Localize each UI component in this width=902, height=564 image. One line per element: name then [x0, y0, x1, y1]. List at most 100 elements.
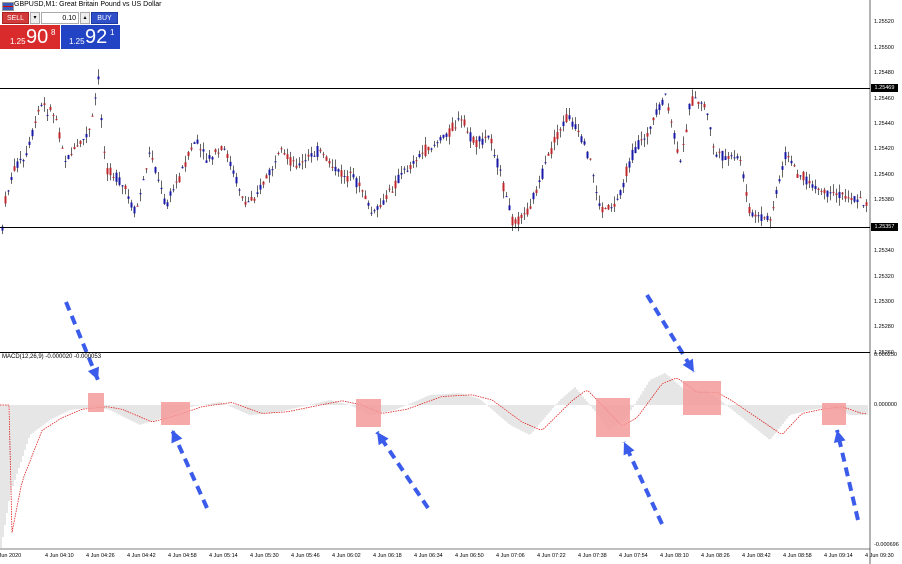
- candle-body: [328, 160, 331, 164]
- candle-body: [568, 115, 571, 120]
- candle-body: [13, 166, 16, 171]
- sell-price-display[interactable]: 1.25 90 8: [0, 25, 60, 49]
- candle-body: [394, 180, 397, 189]
- buy-price-display[interactable]: 1.25 92 1: [61, 25, 120, 49]
- candle-body: [400, 172, 403, 175]
- candle-body: [289, 157, 292, 166]
- candle-body: [187, 152, 190, 156]
- candle-body: [829, 192, 832, 194]
- candle-body: [337, 169, 340, 172]
- candle-body: [652, 117, 655, 121]
- macd-tick-label: -0.000696: [874, 542, 899, 548]
- candle-body: [268, 169, 271, 176]
- arrow-head-icon: [682, 358, 694, 372]
- candle-body: [832, 191, 835, 193]
- time-tick-label: 4 Jun 06:18: [373, 553, 402, 559]
- lot-decrease-icon[interactable]: ▾: [30, 12, 40, 24]
- lot-increase-icon[interactable]: ▴: [80, 12, 90, 24]
- candle-body: [256, 192, 259, 194]
- time-tick-label: 4 Jun 04:58: [168, 553, 197, 559]
- candle-body: [595, 192, 598, 194]
- candle-body: [121, 185, 124, 187]
- candle-body: [349, 171, 352, 174]
- candle-body: [109, 167, 112, 176]
- candle-body: [616, 198, 619, 200]
- candle-body: [805, 176, 808, 185]
- candle-body: [220, 146, 223, 150]
- candle-body: [826, 190, 829, 197]
- candle-body: [331, 166, 334, 168]
- candle-body: [358, 182, 361, 186]
- annotation-arrow: [170, 429, 209, 509]
- candle-body: [598, 203, 601, 206]
- buy-button[interactable]: BUY: [91, 12, 118, 24]
- candle-body: [172, 189, 175, 191]
- candle-body: [574, 124, 577, 130]
- candle-body: [190, 147, 193, 150]
- candle-body: [460, 119, 463, 121]
- candle-body: [379, 205, 382, 207]
- time-tick-label: 4 Jun 04:26: [86, 553, 115, 559]
- candle-body: [202, 149, 205, 152]
- candle-body: [313, 155, 316, 157]
- sell-price-big: 90: [26, 26, 49, 48]
- candle-body: [739, 159, 742, 161]
- candle-body: [34, 121, 37, 123]
- support-line[interactable]: [0, 227, 870, 228]
- annotation-arrow: [622, 441, 664, 525]
- candle-body: [634, 147, 637, 154]
- candle-body: [748, 207, 751, 214]
- candle-body: [487, 135, 490, 138]
- candle-body: [163, 198, 166, 204]
- candle-body: [802, 171, 805, 181]
- time-tick-label: 4 Jun 09:30: [865, 553, 894, 559]
- price-tick-label: 1.25460: [874, 96, 894, 102]
- candle-body: [199, 149, 202, 151]
- candle-body: [538, 180, 541, 183]
- candle-body: [250, 197, 253, 201]
- candle-body: [715, 154, 718, 157]
- flag-icon: [2, 2, 14, 11]
- candle-body: [694, 97, 697, 99]
- sell-button[interactable]: SELL: [2, 12, 29, 24]
- candle-body: [523, 213, 526, 215]
- candle-body: [277, 152, 280, 154]
- candle-body: [376, 206, 379, 210]
- candle-body: [370, 212, 373, 214]
- candle-body: [775, 190, 778, 194]
- candle-body: [508, 205, 511, 211]
- candle-body: [157, 179, 160, 181]
- candle-body: [865, 202, 868, 206]
- macd-highlight-box: [683, 381, 721, 415]
- candle-body: [412, 160, 415, 164]
- indicator-separator[interactable]: [0, 352, 870, 353]
- candle-body: [670, 121, 673, 123]
- candle-body: [226, 154, 229, 159]
- candle-body: [571, 121, 574, 127]
- candle-body: [346, 175, 349, 182]
- candle-body: [232, 170, 235, 174]
- symbol-title: GBPUSD,M1: Great Britain Pound vs US Dol…: [14, 1, 162, 8]
- candle-body: [757, 215, 760, 217]
- candle-body: [655, 109, 658, 115]
- arrow-head-icon: [377, 432, 389, 446]
- candle-body: [502, 182, 505, 192]
- candle-body: [229, 161, 232, 167]
- candle-body: [391, 191, 394, 193]
- lot-size-input[interactable]: [41, 12, 79, 24]
- price-tick-label: 1.25420: [874, 146, 894, 152]
- candle-body: [31, 129, 34, 137]
- candle-body: [52, 115, 55, 117]
- candle-body: [862, 205, 865, 207]
- resistance-line[interactable]: [0, 88, 870, 89]
- candle-body: [787, 155, 790, 158]
- candle-body: [613, 203, 616, 207]
- candle-body: [664, 93, 667, 95]
- time-tick-label: 4 Jun 07:22: [537, 553, 566, 559]
- candle-body: [445, 133, 448, 137]
- candle-body: [136, 205, 139, 207]
- annotation-arrow: [835, 429, 860, 521]
- time-tick-label: 4 Jun 05:14: [209, 553, 238, 559]
- candle-body: [799, 175, 802, 177]
